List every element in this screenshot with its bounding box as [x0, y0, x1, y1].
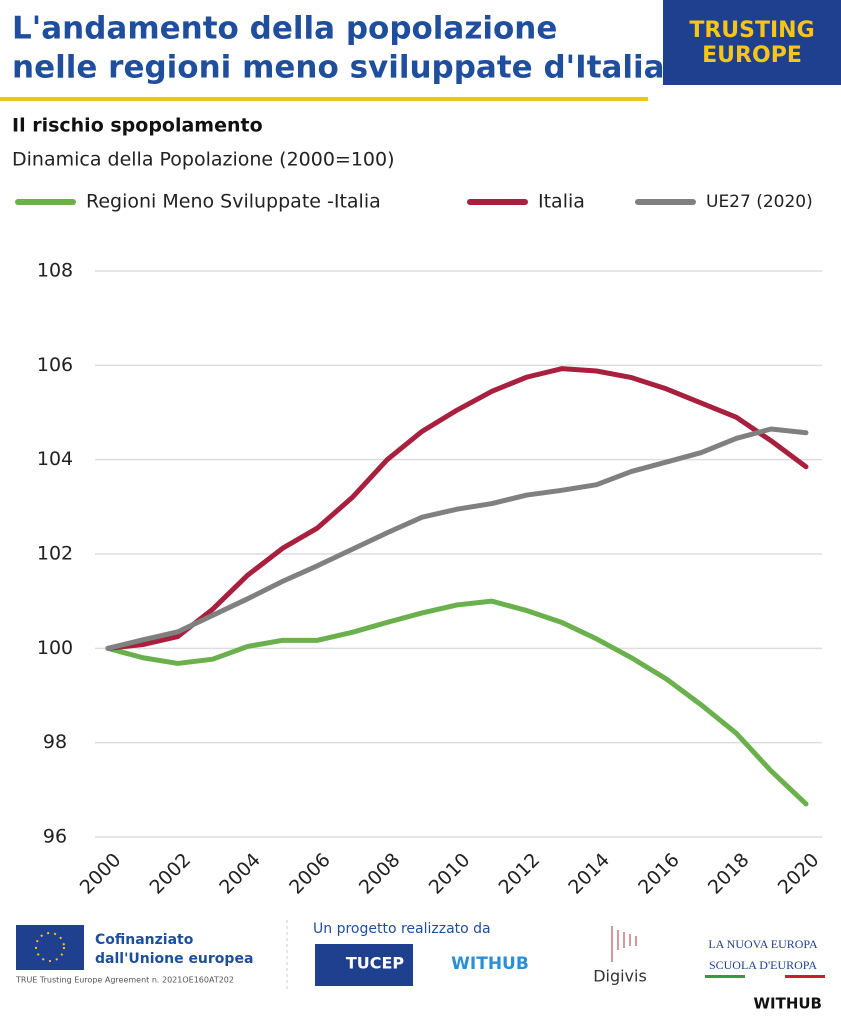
title-rule	[0, 97, 648, 101]
partner: TUCEP	[346, 954, 405, 973]
x-tick-label: 2018	[704, 849, 754, 899]
y-tick-label: 108	[37, 260, 73, 282]
y-tick-label: 104	[37, 448, 73, 470]
x-tick-label: 2014	[564, 849, 614, 899]
x-tick-label: 2000	[76, 849, 126, 899]
x-tick-label: 2006	[285, 849, 335, 899]
logo-text: EUROPE	[702, 43, 802, 68]
agreement: TRUE Trusting Europe Agreement n. 2021OE…	[15, 976, 234, 985]
x-tick-label: 2012	[494, 849, 544, 899]
eu-text: dall'Unione europea	[95, 951, 253, 967]
subtitle: Dinamica della Popolazione (2000=100)	[12, 149, 395, 171]
eu-stars	[35, 932, 65, 962]
tucep-logo	[315, 944, 413, 986]
eu-flag	[16, 925, 84, 970]
project-text: Un progetto realizzato da	[313, 921, 491, 937]
x-tick-label: 2004	[215, 849, 265, 899]
y-tick-label: 102	[37, 543, 73, 565]
y-tick-label: 100	[37, 637, 73, 659]
x-tick-label: 2010	[425, 849, 475, 899]
scuola: SCUOLA D'EUROPA	[709, 958, 817, 972]
brand: WITHUB	[753, 995, 822, 1013]
series-line	[105, 426, 809, 651]
legend-label: Regioni Meno Sviluppate -Italia	[86, 191, 381, 213]
series-line	[105, 598, 809, 807]
logo-text: TRUSTING	[689, 18, 814, 43]
x-tick-label: 2020	[774, 849, 824, 899]
x-tick-label: 2008	[355, 849, 405, 899]
title: nelle regioni meno sviluppate d'Italia	[12, 50, 665, 86]
partner: Digivis	[593, 967, 647, 986]
digivis-icon	[611, 926, 637, 962]
partner: WITHUB	[451, 954, 529, 974]
y-tick-label: 96	[43, 826, 67, 848]
x-tick-label: 2002	[145, 849, 195, 899]
flag-bar	[785, 975, 825, 978]
x-tick-label: 2016	[634, 849, 684, 899]
flag-bar	[705, 975, 745, 978]
y-tick-label: 106	[37, 354, 73, 376]
y-tick-label: 98	[43, 731, 67, 753]
eu-text: Cofinanziato	[95, 932, 194, 948]
title: L'andamento della popolazione	[12, 11, 557, 47]
series-line	[105, 366, 809, 651]
nuova-europa: LA NUOVA EUROPA	[708, 937, 818, 951]
legend-label: UE27 (2020)	[706, 192, 813, 212]
logo-box	[663, 0, 841, 85]
legend-label: Italia	[538, 191, 585, 213]
chart-title: Il rischio spopolamento	[12, 115, 263, 137]
